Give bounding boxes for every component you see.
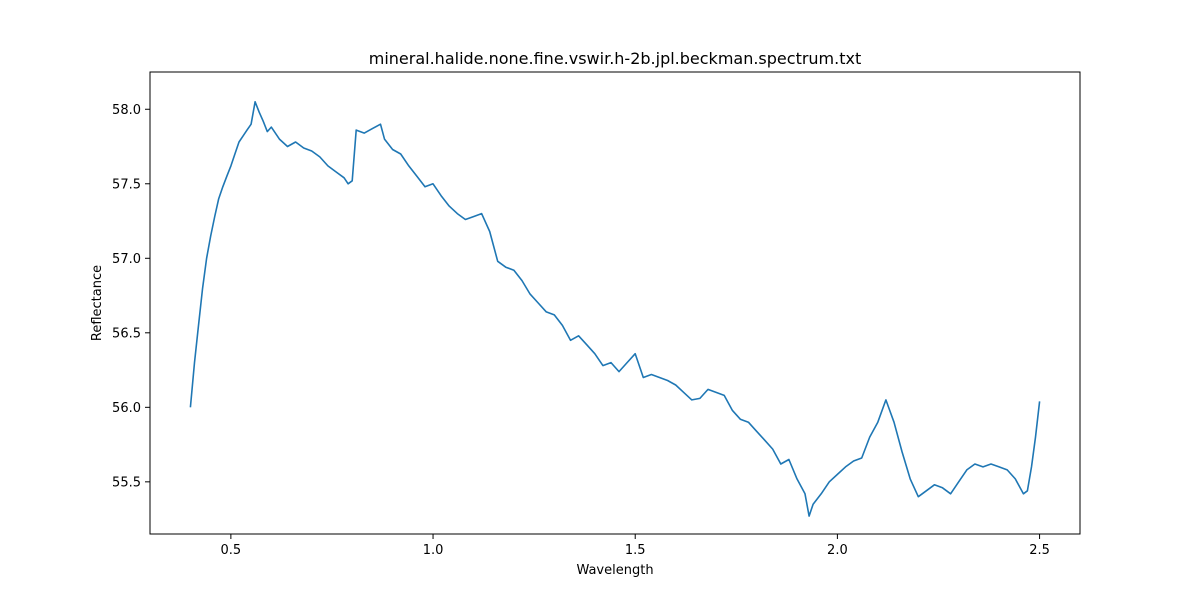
- y-tick-label: 58.0: [112, 103, 141, 118]
- y-tick-label: 57.0: [112, 252, 141, 267]
- y-axis-ticks: 55.5 56.0 56.5 57.0 57.5 58.0: [112, 103, 150, 490]
- y-axis-label: Reflectance: [90, 265, 105, 341]
- x-axis-label: Wavelength: [576, 563, 653, 578]
- plot-area: [149, 71, 1081, 535]
- plot-frame: [149, 71, 1081, 535]
- y-tick-label: 56.0: [112, 401, 141, 416]
- x-tick-label: 2.0: [827, 543, 848, 558]
- y-tick-label: 57.5: [112, 177, 141, 192]
- x-tick-label: 1.5: [625, 543, 646, 558]
- x-tick-label: 0.5: [221, 543, 242, 558]
- x-axis-ticks: 0.5 1.0 1.5 2.0 2.5: [221, 534, 1050, 558]
- y-tick-label: 56.5: [112, 326, 141, 341]
- chart-title: mineral.halide.none.fine.vswir.h-2b.jpl.…: [369, 49, 862, 68]
- x-tick-label: 2.5: [1029, 543, 1050, 558]
- series-line-reflectance: [189, 101, 1041, 517]
- x-tick-label: 1.0: [423, 543, 444, 558]
- y-tick-label: 55.5: [112, 475, 141, 490]
